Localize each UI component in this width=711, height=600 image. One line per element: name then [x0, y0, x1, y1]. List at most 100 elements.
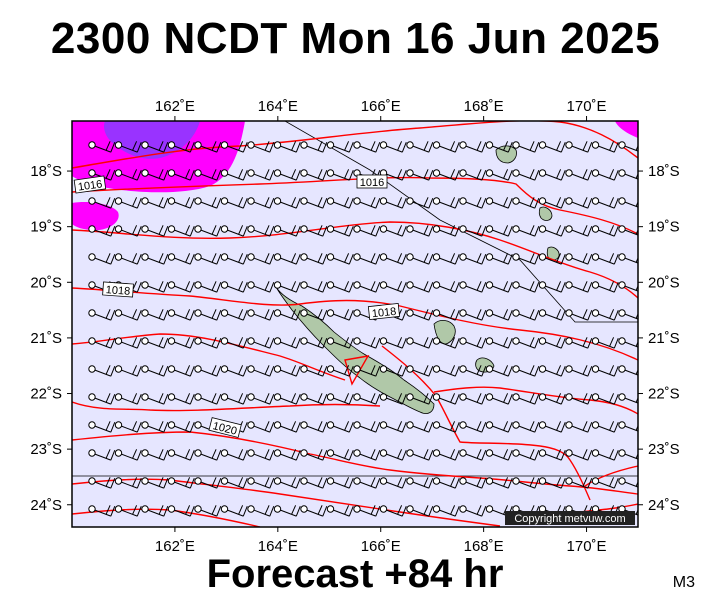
wind-barb — [247, 337, 275, 349]
wind-barb — [406, 505, 434, 517]
wind-barb — [459, 141, 487, 153]
wind-barb — [273, 449, 301, 461]
wind-barb — [273, 337, 301, 349]
wind-barb — [353, 393, 381, 405]
wind-barb — [220, 141, 248, 153]
lat-tick-label-right: 23˚S — [648, 441, 680, 458]
wind-barb — [406, 449, 434, 461]
wind-barb — [565, 449, 593, 461]
wind-barb — [591, 281, 619, 293]
isobar-labels: 1016 1016 1018 1018 1020 — [73, 174, 400, 438]
wind-barb — [300, 253, 328, 265]
wind-barb — [459, 337, 487, 349]
wind-barb — [591, 253, 619, 265]
wind-barb — [194, 225, 222, 237]
wind-barb — [167, 169, 195, 181]
wind-barb — [114, 365, 142, 377]
wind-barb — [273, 505, 301, 517]
wind-barb — [141, 477, 169, 489]
wind-barb — [220, 281, 248, 293]
copyright-text: Copyright metvuw.com — [514, 513, 625, 525]
wind-barb — [247, 197, 275, 209]
lon-tick-label-bottom: 166˚E — [361, 538, 401, 555]
isobar-line — [381, 345, 591, 501]
wind-barb — [194, 477, 222, 489]
wind-barb — [273, 197, 301, 209]
wind-barb — [220, 505, 248, 517]
wind-barb — [326, 197, 354, 209]
wind-barb — [432, 421, 460, 433]
wind-barb — [194, 253, 222, 265]
wind-barb — [141, 169, 169, 181]
isobar-line — [72, 478, 501, 527]
wind-barb — [114, 449, 142, 461]
wind-barb — [512, 309, 540, 321]
wind-barb — [512, 365, 540, 377]
wind-barb — [88, 421, 116, 433]
wind-barb — [379, 197, 407, 209]
wind-barb — [273, 365, 301, 377]
wind-barb — [326, 225, 354, 237]
wind-barb — [459, 253, 487, 265]
rain-area-west — [72, 202, 119, 231]
wind-barb — [273, 309, 301, 321]
grande-terre-island — [275, 286, 435, 414]
wind-barb — [273, 253, 301, 265]
wind-barb — [194, 393, 222, 405]
wind-barb — [326, 421, 354, 433]
wind-barb — [379, 281, 407, 293]
wind-barb — [591, 169, 619, 181]
wind-barb — [379, 393, 407, 405]
wind-barb — [247, 365, 275, 377]
wind-barb — [273, 281, 301, 293]
wind-barb — [114, 393, 142, 405]
isobar-line — [584, 465, 638, 487]
wind-barb — [141, 225, 169, 237]
wind-barb — [565, 253, 593, 265]
wind-barb — [300, 169, 328, 181]
lat-tick-label-right: 20˚S — [648, 274, 680, 291]
wind-barb — [432, 225, 460, 237]
isobar-label: 1016 — [356, 174, 388, 189]
wind-barb — [194, 449, 222, 461]
wind-barb — [512, 225, 540, 237]
wind-barb — [141, 421, 169, 433]
wind-barb — [432, 477, 460, 489]
wind-barb — [88, 197, 116, 209]
wind-barb — [565, 365, 593, 377]
wind-barb — [406, 169, 434, 181]
wind-barb — [432, 505, 460, 517]
wind-barb — [167, 281, 195, 293]
wind-barb — [326, 141, 354, 153]
wind-barb — [432, 365, 460, 377]
isobar-label: 1018 — [367, 303, 400, 320]
wind-barb — [406, 281, 434, 293]
lat-tick-label-left: 24˚S — [30, 497, 62, 514]
wind-barb — [141, 449, 169, 461]
wind-barb — [300, 309, 328, 321]
wind-barb — [114, 169, 142, 181]
wind-barb — [300, 505, 328, 517]
wind-barb — [194, 197, 222, 209]
lon-tick-label-top: 168˚E — [464, 98, 504, 115]
lat-tick-label-left: 19˚S — [30, 219, 62, 236]
wind-barb — [485, 337, 513, 349]
wind-barb — [432, 309, 460, 321]
wind-barb — [512, 421, 540, 433]
wind-barb — [300, 225, 328, 237]
wind-barb — [167, 337, 195, 349]
wind-barb — [591, 141, 619, 153]
wind-barb — [220, 253, 248, 265]
wind-barb — [247, 505, 275, 517]
wind-barb — [247, 477, 275, 489]
wind-barb — [141, 365, 169, 377]
wind-barb — [538, 309, 566, 321]
wind-barb — [538, 169, 566, 181]
wind-barb — [565, 337, 593, 349]
isobar-label-text: 1016 — [360, 177, 384, 189]
isobar-line — [72, 287, 638, 361]
wind-barb — [512, 337, 540, 349]
wind-barb — [485, 449, 513, 461]
wind-barb — [591, 477, 619, 489]
